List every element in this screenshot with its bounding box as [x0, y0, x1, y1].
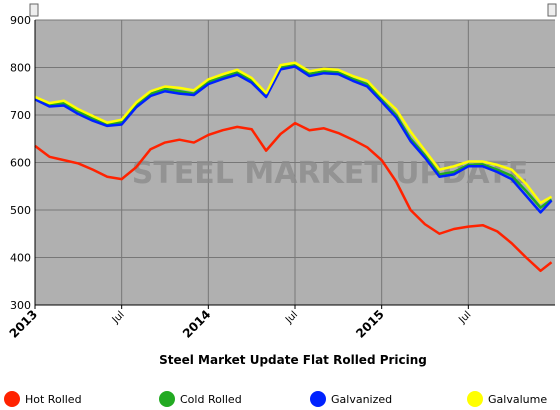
y-tick-label: 600	[10, 157, 31, 170]
legend-label: Cold Rolled	[180, 393, 242, 406]
legend-label: Galvanized	[331, 393, 392, 406]
legend-marker	[159, 391, 175, 407]
x-tick-label: Jul	[110, 309, 127, 326]
lines	[34, 61, 553, 273]
x-tick-label: Jul	[456, 309, 473, 326]
legend-label: Hot Rolled	[25, 393, 82, 406]
x-tick-label: 2014	[180, 307, 214, 341]
slider-handle[interactable]	[547, 3, 557, 17]
slider-handle[interactable]	[29, 3, 39, 17]
series-line	[34, 63, 553, 209]
y-tick-label: 300	[10, 299, 31, 312]
watermark: STEEL MARKET UPDATE	[132, 156, 529, 191]
series-line	[34, 61, 553, 205]
y-tick-label: 400	[10, 252, 31, 265]
legend-marker	[467, 391, 483, 407]
y-tick-label: 900	[10, 14, 31, 27]
legend-label: Galvalume	[488, 393, 547, 406]
series-line	[34, 121, 553, 273]
series-line	[34, 65, 553, 214]
legend-marker	[310, 391, 326, 407]
chart-title: Steel Market Update Flat Rolled Pricing	[159, 353, 427, 367]
y-tick-label: 500	[10, 204, 31, 217]
x-tick-label: Jul	[283, 309, 300, 326]
y-tick-label: 800	[10, 62, 31, 75]
x-tick-label: 2015	[353, 307, 387, 341]
x-tick-label: 2013	[7, 307, 41, 341]
legend-marker	[4, 391, 20, 407]
y-tick-label: 700	[10, 109, 31, 122]
